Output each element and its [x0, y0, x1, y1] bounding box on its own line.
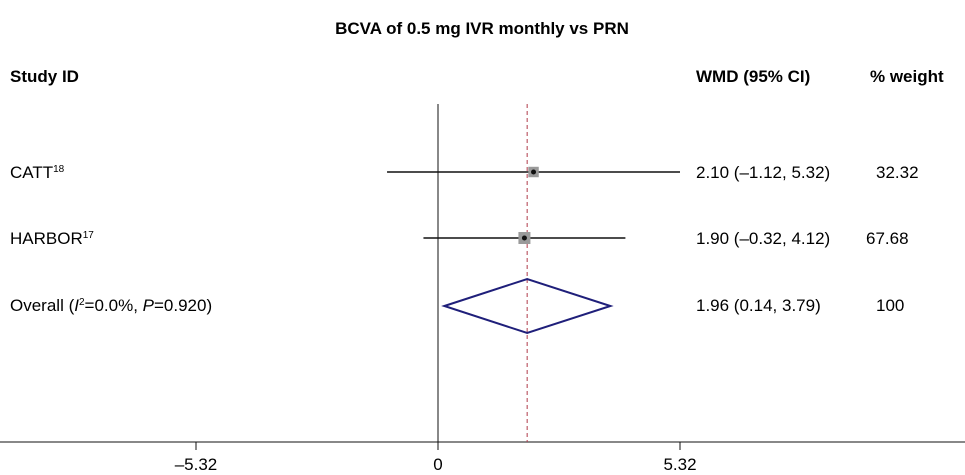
wmd-header: WMD (95% CI): [696, 67, 810, 86]
study-name: HARBOR: [10, 229, 83, 248]
study-label-catt: CATT18: [10, 163, 65, 182]
study-ref: 17: [83, 230, 95, 241]
point-estimate: [521, 235, 527, 241]
overall-prefix: Overall (: [10, 296, 75, 315]
chart-title: BCVA of 0.5 mg IVR monthly vs PRN: [335, 19, 629, 38]
study-name: CATT: [10, 163, 53, 182]
x-tick-label: 0: [433, 455, 442, 474]
i2-symbol: I: [74, 296, 79, 315]
study-ref: 18: [53, 164, 65, 175]
p-value: =0.920): [154, 296, 212, 315]
point-estimate: [531, 169, 537, 175]
chart-marks: –5.32 0 5.32: [0, 104, 965, 474]
ci-label-harbor: 1.90 (–0.32, 4.12): [696, 229, 830, 248]
i2-superscript: 2: [79, 297, 85, 308]
weight-catt: 32.32: [876, 163, 919, 182]
x-tick-label: 5.32: [663, 455, 696, 474]
weight-harbor: 67.68: [866, 229, 909, 248]
ci-label-catt: 2.10 (–1.12, 5.32): [696, 163, 830, 182]
overall-diamond: [441, 277, 614, 335]
x-tick-label: –5.32: [175, 455, 218, 474]
overall-label: Overall (I2=0.0%, P=0.920): [10, 296, 212, 315]
weight-header: % weight: [870, 67, 944, 86]
study-id-header: Study ID: [10, 67, 79, 86]
p-symbol: P: [143, 296, 155, 315]
study-label-harbor: HARBOR17: [10, 229, 94, 248]
ci-label-overall: 1.96 (0.14, 3.79): [696, 296, 821, 315]
weight-overall: 100: [876, 296, 904, 315]
i2-value: =0.0%,: [85, 296, 143, 315]
